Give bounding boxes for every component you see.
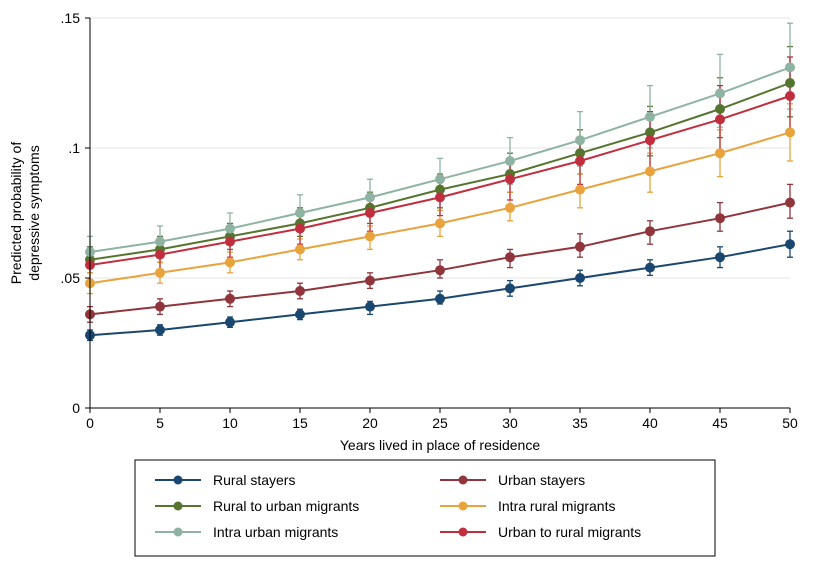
legend-label: Urban stayers: [498, 472, 585, 488]
chart-svg: 0 5 10 15 20 25 30 35 40 45 50 0 .05 .1 .15 Years lived…: [0, 0, 816, 582]
legend-label: Intra rural migrants: [498, 498, 615, 514]
y-tick-label: 0: [72, 400, 80, 416]
x-tick-label: 50: [782, 415, 798, 431]
x-tick-label: 45: [712, 415, 728, 431]
x-tick-label: 20: [362, 415, 378, 431]
x-tick-label: 0: [86, 415, 94, 431]
y-tick-label: .05: [61, 270, 81, 286]
legend-label: Rural stayers: [213, 472, 295, 488]
x-tick-label: 30: [502, 415, 518, 431]
legend-label: Intra urban migrants: [213, 524, 338, 540]
x-axis-label: Years lived in place of residence: [340, 437, 540, 453]
y-tick-label: .15: [61, 10, 81, 26]
y-tick-label: .1: [68, 140, 80, 156]
x-tick-label: 25: [432, 415, 448, 431]
x-tick-label: 10: [222, 415, 238, 431]
x-tick-label: 15: [292, 415, 308, 431]
legend-label: Urban to rural migrants: [498, 524, 641, 540]
x-tick-label: 40: [642, 415, 658, 431]
x-tick-label: 35: [572, 415, 588, 431]
legend-label: Rural to urban migrants: [213, 498, 359, 514]
chart-container: 0 5 10 15 20 25 30 35 40 45 50 0 .05 .1 .15 Years lived…: [0, 0, 816, 582]
x-tick-label: 5: [156, 415, 164, 431]
